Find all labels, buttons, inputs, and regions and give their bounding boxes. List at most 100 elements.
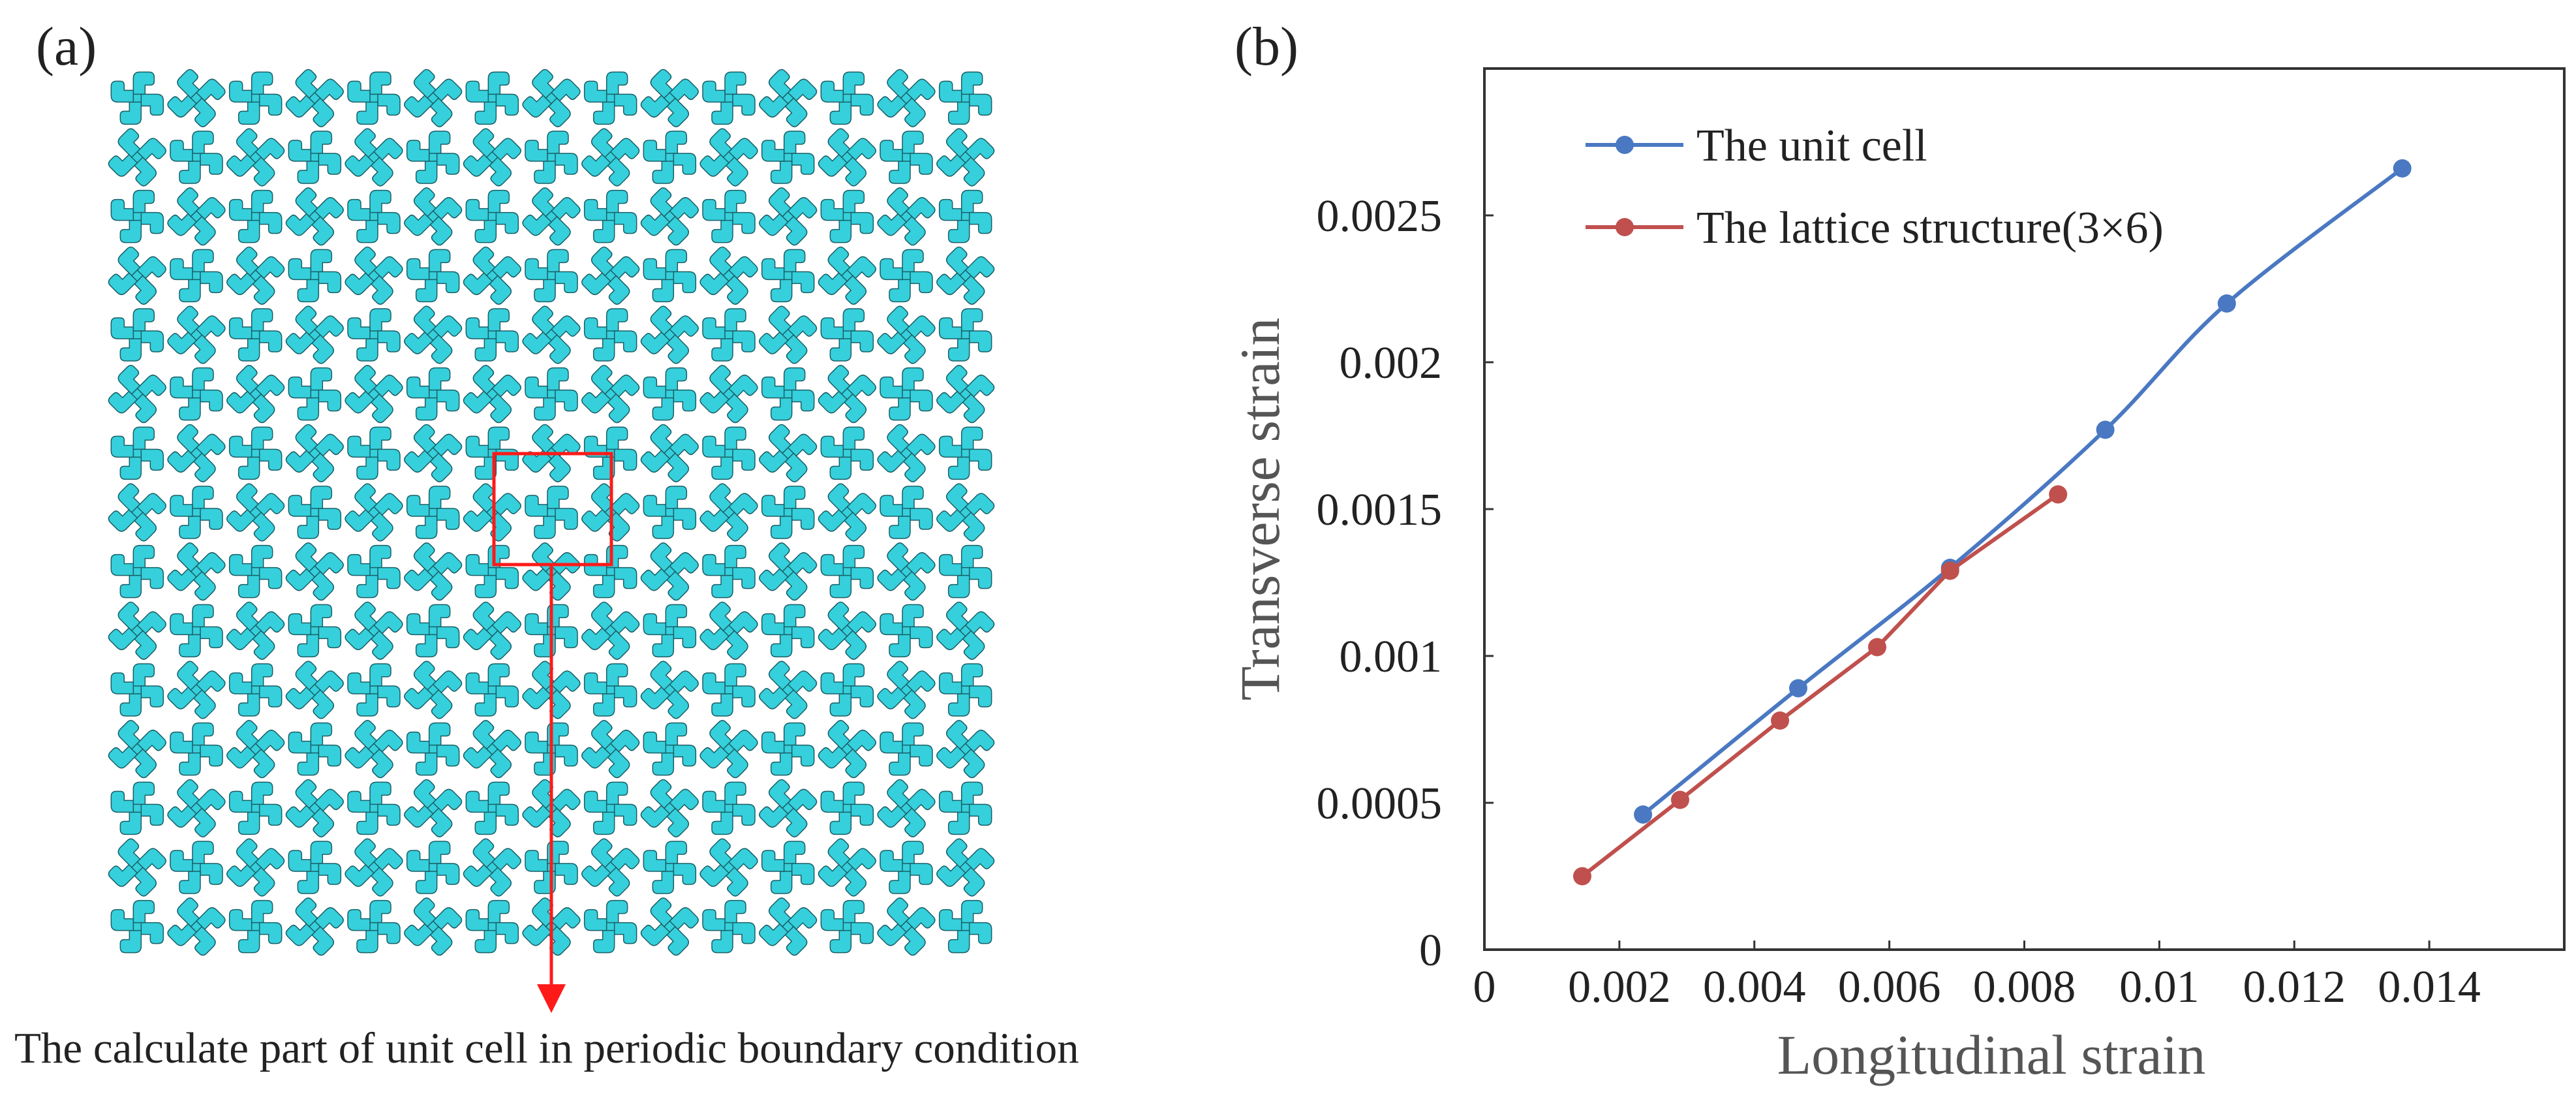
lattice-cell: [818, 246, 876, 305]
lattice-cell: [228, 899, 283, 954]
lattice-cell: [761, 131, 815, 184]
lattice-cell: [880, 367, 933, 421]
series-point-1: [2393, 159, 2412, 178]
lattice-cell: [404, 69, 463, 127]
lattice-cell: [288, 841, 342, 894]
lattice-cell: [699, 365, 758, 424]
lattice-cell: [936, 128, 995, 187]
lattice-cell: [761, 367, 815, 421]
lattice-cell: [702, 544, 756, 599]
lattice-cell: [581, 365, 640, 424]
lattice-cell: [285, 424, 344, 482]
lattice-cell: [522, 424, 581, 482]
lattice-cell: [761, 604, 815, 658]
lattice-cell: [936, 720, 995, 779]
lattice-cell: [347, 663, 401, 717]
y-tick-label: 0.0005: [1317, 779, 1443, 829]
y-axis-title: Transverse strain: [1229, 318, 1291, 701]
lattice-cell: [759, 69, 818, 127]
lattice-cell: [522, 305, 581, 364]
lattice-cell: [465, 189, 519, 243]
lattice-cell: [465, 71, 519, 125]
lattice-cell: [640, 661, 699, 719]
legend-label-2: The lattice structure(3×6): [1696, 203, 2164, 253]
lattice-cell: [167, 661, 226, 719]
lattice-cell: [936, 483, 995, 542]
lattice-cell: [699, 128, 758, 187]
lattice-cell: [404, 187, 463, 246]
lattice-cell: [345, 483, 403, 542]
lattice-cell: [463, 601, 521, 660]
lattice-cell: [228, 308, 283, 362]
lattice-cell: [938, 189, 992, 243]
lattice-cell: [347, 544, 401, 599]
series-point-1: [1634, 805, 1653, 824]
lattice-cell: [581, 601, 640, 660]
lattice-cell: [347, 71, 401, 125]
lattice-cell: [228, 544, 283, 599]
lattice-cell: [525, 131, 578, 184]
lattice-cell: [820, 426, 874, 480]
lattice-cell: [167, 897, 226, 956]
lattice-cell: [110, 781, 164, 835]
legend-label-1: The unit cell: [1696, 121, 1927, 171]
unit-cell-caption: The calculate part of unit cell in perio…: [14, 1024, 1079, 1072]
lattice-cell: [525, 841, 578, 894]
lattice-cell: [699, 838, 758, 897]
lattice-cell: [465, 544, 519, 599]
lattice-cell: [228, 71, 283, 125]
lattice-cell: [170, 249, 223, 303]
series-point-2: [2049, 485, 2068, 504]
lattice-cell: [938, 426, 992, 480]
lattice-cell: [643, 367, 697, 421]
lattice-cell: [110, 899, 164, 954]
lattice-cell: [759, 897, 818, 956]
lattice-cell: [640, 424, 699, 482]
lattice-cell: [108, 246, 166, 305]
panel-a-label: (a): [36, 16, 97, 77]
lattice-cell: [345, 128, 403, 187]
lattice-cell: [167, 779, 226, 837]
lattice-cell: [525, 367, 578, 421]
lattice-cell: [880, 604, 933, 658]
lattice-cell: [820, 71, 874, 125]
lattice-cell: [818, 365, 876, 424]
series-point-1: [2217, 294, 2236, 313]
lattice-cell: [877, 897, 936, 956]
lattice-cell: [818, 601, 876, 660]
lattice-cell: [818, 483, 876, 542]
lattice-cell: [643, 249, 697, 303]
lattice-cell: [880, 841, 933, 894]
lattice-cell: [583, 71, 637, 125]
lattice-cell: [583, 663, 637, 717]
lattice-cell: [583, 899, 637, 954]
lattice-cell: [110, 71, 164, 125]
lattice-cell: [108, 838, 166, 897]
lattice-cell: [404, 779, 463, 837]
lattice-cell: [818, 838, 876, 897]
lattice-cell: [110, 426, 164, 480]
lattice-cell: [347, 781, 401, 835]
lattice-cell: [640, 779, 699, 837]
lattice-cell: [702, 899, 756, 954]
series-point-2: [1940, 561, 1959, 580]
lattice-cell: [170, 722, 223, 776]
legend-marker-1: [1616, 136, 1634, 154]
series-line-2: [1581, 493, 2059, 878]
lattice-cell: [581, 720, 640, 779]
lattice-cell: [108, 483, 166, 542]
x-axis-title: Longitudinal strain: [1777, 1023, 2206, 1086]
lattice-cell: [643, 486, 697, 539]
legend-marker-2: [1616, 218, 1634, 236]
lattice-cell: [226, 720, 285, 779]
lattice-cell: [285, 69, 344, 127]
lattice-cell: [347, 426, 401, 480]
lattice-cell: [643, 604, 697, 658]
lattice-cell: [288, 131, 342, 184]
lattice-cell: [167, 187, 226, 246]
lattice-cell: [285, 661, 344, 719]
lattice-cell: [877, 779, 936, 837]
lattice-cell: [406, 722, 460, 776]
lattice-cell: [877, 69, 936, 127]
x-tick-label: 0: [1473, 962, 1496, 1012]
